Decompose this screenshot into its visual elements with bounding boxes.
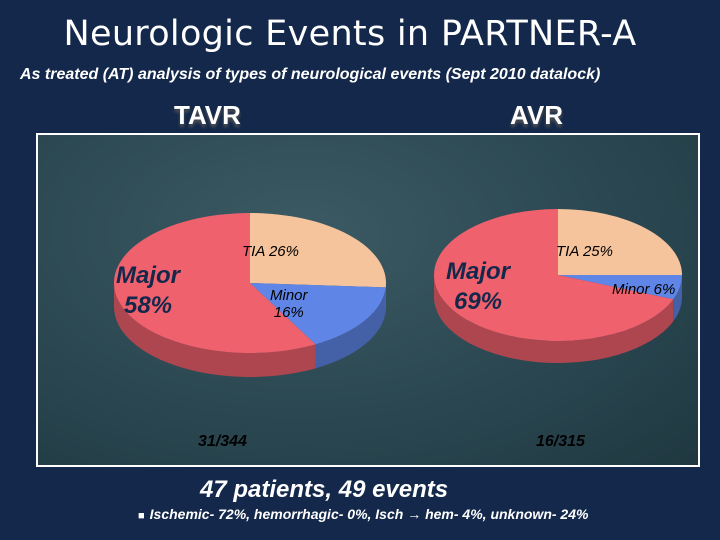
tavr-minor-label-name: Minor [270, 287, 308, 304]
tavr-minor-label: Minor 16% [270, 287, 308, 321]
tavr-major-label-name: Major [116, 262, 181, 289]
avr-count: 16/315 [536, 433, 585, 450]
pie-charts [113, 209, 682, 377]
tavr-tia-slice [250, 213, 386, 288]
pie-tavr [113, 213, 386, 377]
avr-major-side [434, 275, 674, 363]
tavr-major-label: Major 58% [116, 261, 180, 321]
bullet-item: ■ Ischemic- 72%, hemorrhagic- 0%, Isch → … [138, 506, 588, 522]
tavr-major-slice [113, 213, 316, 353]
avr-minor-slice [558, 275, 682, 300]
tavr-minor-slice [250, 283, 386, 345]
bullet-square-icon: ■ [138, 510, 145, 522]
tavr-major-side [114, 283, 316, 377]
tavr-count: 31/344 [198, 433, 247, 450]
avr-major-label-value: 69% [453, 288, 503, 315]
avr-major-label: Major 69% [446, 257, 510, 317]
tavr-tia-label: TIA 26% [242, 243, 299, 260]
avr-major-slice [434, 209, 674, 341]
avr-minor-label: Minor 6% [612, 281, 676, 298]
avr-tia-slice [558, 209, 682, 275]
avr-major-label-name: Major [446, 258, 511, 285]
avr-minor-side [673, 275, 682, 322]
slide-subtitle: As treated (AT) analysis of types of neu… [20, 66, 601, 83]
slide-title: Neurologic Events in PARTNER-A [63, 14, 637, 54]
bullet-text: Ischemic- 72%, hemorrhagic- 0%, Isch → h… [149, 506, 589, 522]
avr-tia-label: TIA 25% [556, 243, 613, 260]
summary-text: 47 patients, 49 events [200, 476, 449, 503]
tavr-minor-label-value: 16% [273, 304, 304, 321]
chart-panel: Major 58% TIA 26% Minor 16% 31/344 Major… [36, 133, 700, 467]
pie-avr [434, 209, 682, 363]
chart-title-avr: AVR [510, 100, 563, 130]
tavr-minor-side [315, 287, 386, 369]
tavr-major-label-value: 58% [123, 292, 173, 319]
chart-title-tavr: TAVR [174, 100, 241, 130]
